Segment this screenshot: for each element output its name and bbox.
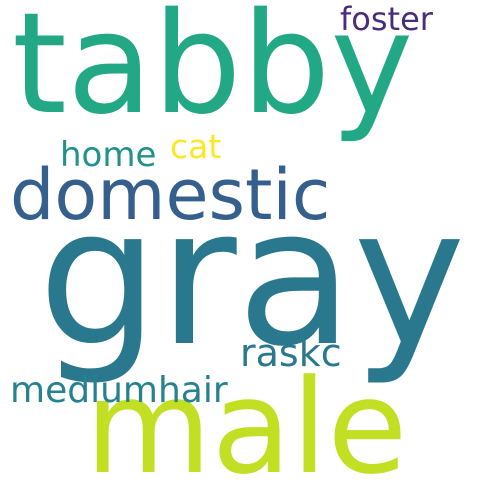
word-cat: cat [170, 127, 222, 166]
word-domestic: domestic [10, 154, 331, 236]
word-home: home [60, 135, 157, 175]
word-gray: gray [38, 167, 466, 388]
word-tabby: tabby [12, 0, 414, 146]
word-male: male [85, 351, 408, 500]
word-raskc: raskc [240, 331, 342, 375]
word-foster: foster [340, 0, 433, 38]
word-mediumhair: mediumhair [10, 370, 228, 411]
